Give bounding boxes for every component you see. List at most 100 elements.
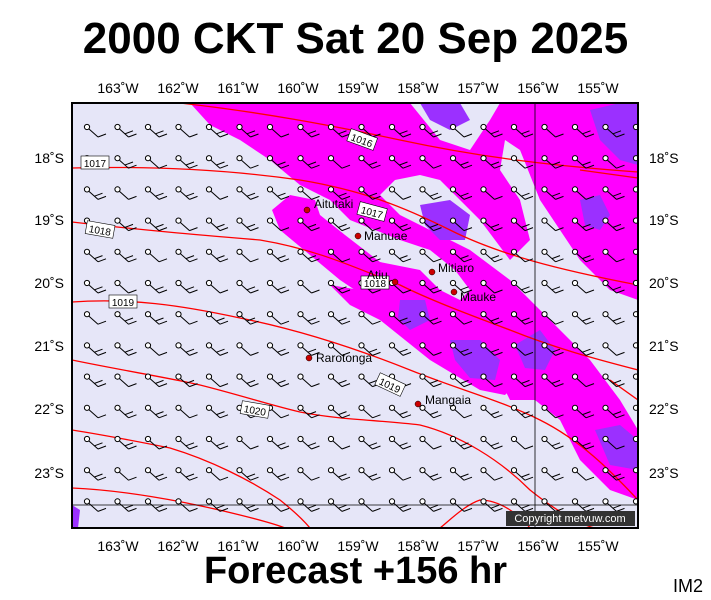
wind-barb (480, 435, 503, 450)
wind-barb (266, 155, 290, 169)
isobar-labels: 1016 1017 1017 1018 1018 1019 1019 1020 (80, 128, 407, 419)
wind-barb (449, 123, 473, 138)
wind-barb (236, 467, 259, 481)
wind-barb (571, 498, 595, 512)
wind-barb (175, 123, 198, 138)
wind-barb (236, 279, 259, 294)
wind-barb (83, 248, 107, 263)
wind-barb (602, 217, 625, 232)
wind-barb (144, 123, 168, 138)
wind-barb (541, 155, 564, 169)
wind-barb (205, 311, 229, 325)
wind-barb (602, 404, 625, 419)
wind-barb (571, 373, 595, 388)
wind-barb (571, 155, 595, 169)
wind-barb (327, 123, 351, 138)
lat-tick-label: 22˚S (649, 401, 679, 417)
lon-tick-label: 158˚W (397, 80, 439, 96)
isobar-label: 1020 (239, 400, 271, 419)
wind-barb (449, 311, 473, 325)
wind-barb (83, 186, 107, 200)
wind-barb (571, 311, 595, 325)
wind-barb (266, 248, 290, 263)
wind-barb (175, 311, 198, 325)
wind-barb (510, 123, 534, 138)
lat-tick-label: 22˚S (34, 401, 64, 417)
wind-barb (327, 279, 351, 294)
place-atiu: Atiu (367, 268, 399, 286)
wind-barb (571, 342, 595, 356)
place-mauke: Mauke (450, 288, 496, 304)
wind-barb (266, 279, 290, 294)
wind-barb (114, 311, 137, 325)
svg-text:Atiu: Atiu (367, 268, 388, 282)
wind-barb (510, 467, 534, 481)
wind-barb (236, 435, 259, 450)
wind-barb (144, 248, 168, 263)
wind-barb (602, 155, 625, 169)
wind-barb (297, 373, 320, 388)
wind-barb (541, 467, 564, 481)
wind-barb (114, 186, 137, 200)
wind-barb (266, 342, 290, 356)
wind-barb (480, 342, 503, 356)
wind-barb (175, 467, 198, 481)
wind-barb (114, 373, 137, 388)
wind-barb (144, 279, 168, 294)
wind-barb (632, 186, 638, 193)
wind-barb (510, 248, 534, 263)
lon-tick-label: 160˚W (277, 80, 319, 96)
lon-tick-label: 159˚W (337, 80, 379, 96)
wind-barb (175, 186, 198, 200)
wind-barb (83, 279, 107, 294)
wind-barb (205, 155, 229, 169)
image-id-label: IM2 (672, 576, 703, 596)
wind-barb (297, 311, 320, 325)
wind-barb (358, 498, 381, 512)
wind-barb (83, 467, 107, 481)
wind-barb (571, 467, 595, 481)
wind-barb (144, 155, 168, 169)
wind-barb (480, 155, 503, 169)
wind-barb (602, 342, 625, 356)
svg-text:1020: 1020 (243, 404, 267, 419)
wind-barb (83, 311, 107, 325)
wind-barb (327, 467, 351, 481)
wind-barb (541, 373, 564, 388)
wind-barb (419, 467, 442, 481)
place-manuae: Manuae (354, 229, 408, 243)
wind-barb (510, 186, 534, 200)
wind-barb (571, 279, 595, 294)
wind-barb (297, 435, 320, 450)
svg-text:1018: 1018 (88, 224, 112, 239)
wind-barb (632, 498, 638, 505)
wind-barb (510, 373, 534, 388)
wind-barb (480, 279, 503, 294)
wind-barb (602, 467, 625, 481)
wind-barb (510, 498, 534, 512)
wind-barb (205, 467, 229, 481)
wind-barb (571, 186, 595, 200)
wind-barb (327, 248, 351, 263)
svg-text:Copyright metvuw.com: Copyright metvuw.com (514, 513, 625, 525)
svg-text:Aitutaki: Aitutaki (314, 197, 353, 211)
wind-barb (236, 373, 259, 388)
wind-barb (297, 123, 320, 138)
wind-barb (449, 186, 473, 200)
wind-barb (480, 217, 503, 232)
longitude-axis-bottom: 163˚W 162˚W 161˚W 160˚W 159˚W 158˚W 157˚… (97, 538, 619, 554)
lon-tick-label: 160˚W (277, 538, 319, 554)
wind-barb (144, 217, 168, 232)
forecast-label: Forecast +156 hr (203, 550, 508, 592)
wind-barb (114, 467, 137, 481)
wind-barb (205, 186, 229, 200)
wind-barb (297, 248, 320, 263)
wind-barb (602, 311, 625, 325)
wind-barb (266, 435, 290, 450)
isobar-label: 1019 (108, 294, 138, 309)
wind-barb (358, 404, 381, 419)
wind-barb (510, 435, 534, 450)
wind-barb (358, 311, 381, 325)
wind-barb (236, 123, 259, 138)
